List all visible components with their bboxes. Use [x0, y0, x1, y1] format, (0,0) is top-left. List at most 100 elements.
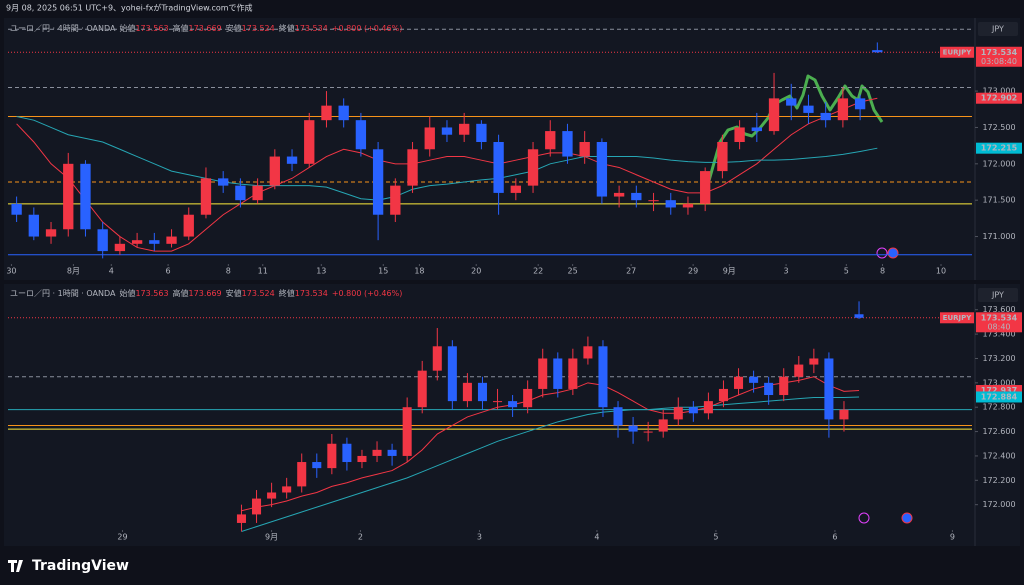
x-tick-label: 4 — [109, 267, 114, 276]
chart-legend: ユーロ／円 · 4時間 · OANDA 始値173.563 高値173.669 安値1… — [10, 23, 402, 33]
ohlc-label: 終値 — [279, 23, 295, 33]
candle-body — [583, 346, 593, 359]
event-icon[interactable] — [876, 247, 888, 259]
candle-body — [872, 50, 883, 53]
moving-average — [241, 396, 860, 532]
candle-body — [236, 514, 246, 523]
price-tag-value: 172.902 — [981, 94, 1017, 103]
candle-body — [527, 149, 539, 186]
ohlc-value: 173.563 — [135, 24, 168, 33]
candle-body — [321, 105, 332, 121]
candle-body — [631, 192, 642, 201]
candle-body — [545, 131, 556, 150]
candle-body — [598, 346, 608, 408]
currency-button[interactable] — [978, 288, 1018, 302]
x-tick-label: 9月 — [723, 267, 736, 276]
candle-body — [837, 98, 849, 121]
change: +0.800 (+0.46%) — [332, 24, 403, 33]
currency-button[interactable] — [978, 22, 1018, 36]
x-tick-label: 10 — [936, 267, 946, 276]
candle-body — [424, 127, 435, 150]
symbol-tag — [940, 46, 974, 58]
price-tag-value: 173.534 — [981, 48, 1018, 57]
currency[interactable]: JPY — [991, 291, 1004, 300]
symbol-tag — [940, 312, 974, 324]
candle-body — [854, 98, 866, 110]
candle-body — [734, 127, 745, 142]
candle-body — [786, 98, 797, 106]
y-tick-label: 171.000 — [982, 232, 1015, 241]
y-tick-label: 172.800 — [982, 403, 1015, 412]
event-icon[interactable] — [901, 512, 913, 524]
y-tick-label: 173.000 — [982, 87, 1015, 96]
candle-body — [824, 358, 834, 420]
candle-body — [751, 127, 762, 132]
ohlc-value: 173.534 — [295, 289, 328, 298]
candle-body — [734, 376, 744, 389]
candle-body — [562, 131, 573, 157]
price-tag — [976, 312, 1022, 333]
price-tag — [976, 142, 1022, 154]
candle-body — [45, 229, 57, 237]
candle-body — [114, 243, 126, 252]
candle-body — [304, 120, 315, 164]
ohlc-label: 高値 — [173, 288, 189, 298]
candle-body — [510, 185, 521, 193]
chart-title: ユーロ／円 · 1時間 · OANDA — [10, 289, 116, 298]
x-tick-label: 22 — [533, 267, 543, 276]
candle-body — [342, 443, 352, 463]
y-tick-label: 173.400 — [982, 330, 1015, 339]
candle-body — [477, 382, 487, 402]
candle-body — [407, 149, 418, 186]
y-tick-label: 172.400 — [982, 451, 1015, 460]
candle-body — [28, 214, 39, 237]
candle-body — [688, 407, 698, 414]
candle-body — [183, 214, 194, 237]
y-tick-label: 172.000 — [982, 500, 1015, 509]
ohlc-label: 安値 — [226, 23, 242, 33]
price-tag-value: 172.884 — [981, 392, 1018, 401]
candle-body — [779, 376, 789, 396]
event-icon[interactable] — [858, 512, 870, 524]
x-tick-label: 15 — [378, 267, 388, 276]
candle-body — [493, 401, 503, 403]
ohlc-value: 173.669 — [189, 289, 222, 298]
candle-body — [417, 370, 427, 408]
candle-body — [764, 382, 774, 396]
candle-body — [297, 462, 307, 487]
candle-body — [462, 382, 472, 402]
candle-body — [596, 142, 608, 197]
candle-body — [166, 236, 177, 244]
price-tag — [976, 391, 1022, 403]
candle-body — [682, 203, 694, 208]
candle-body — [493, 142, 504, 193]
chart-legend: ユーロ／円 · 1時間 · OANDA 始値173.563 高値173.669 安値1… — [10, 288, 402, 298]
chart-title: ユーロ／円 · 4時間 · OANDA — [10, 24, 116, 33]
ohlc-value: 173.524 — [242, 289, 275, 298]
x-tick-label: 29 — [117, 533, 127, 542]
ohlc-label: 安値 — [226, 288, 242, 298]
price-tag-time: 08:40 — [987, 322, 1010, 331]
x-tick-label: 8月 — [67, 267, 80, 276]
candle-body — [327, 443, 337, 469]
price-tag — [976, 385, 1022, 397]
candle-body — [794, 364, 804, 377]
brand-logo — [8, 560, 23, 572]
candle-body — [447, 346, 457, 402]
candle-body — [80, 163, 91, 230]
candle-body — [476, 123, 487, 142]
candle-body — [718, 388, 728, 402]
candle-body — [803, 105, 814, 113]
moving-average — [241, 376, 860, 512]
x-tick-label: 30 — [6, 267, 16, 276]
currency[interactable]: JPY — [991, 25, 1004, 34]
y-tick-label: 172.000 — [982, 159, 1015, 168]
candle-body — [282, 486, 292, 493]
snapshot-header: 9月 08, 2025 06:51 UTC+9、yohei-fxがTrading… — [6, 3, 253, 13]
x-tick-label: 5 — [713, 533, 718, 542]
y-tick-label: 172.600 — [982, 427, 1015, 436]
price-tag-value: 172.215 — [981, 144, 1018, 153]
event-icon[interactable] — [887, 247, 899, 259]
candle-body — [643, 431, 653, 433]
symbol-tag-label: EURJPY — [943, 48, 973, 56]
